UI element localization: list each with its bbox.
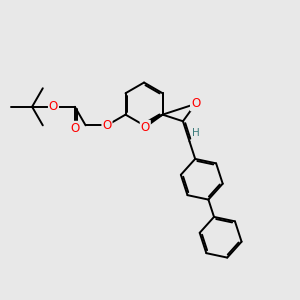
Text: O: O: [49, 100, 58, 113]
Text: O: O: [141, 121, 150, 134]
Text: H: H: [192, 128, 200, 138]
Text: O: O: [191, 98, 200, 110]
Text: O: O: [70, 122, 80, 135]
Text: O: O: [102, 119, 112, 132]
